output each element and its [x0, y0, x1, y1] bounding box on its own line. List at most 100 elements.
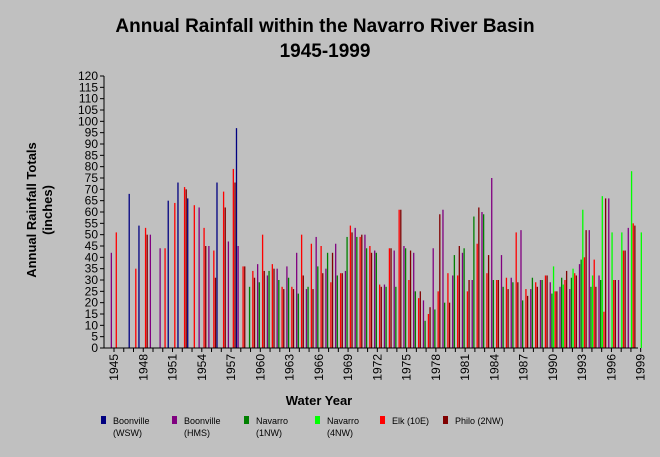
bar	[582, 209, 584, 348]
x-tick-label: 1966	[312, 354, 326, 381]
legend-label: Navarro (4NW)	[327, 416, 359, 438]
y-tick-label: 45	[85, 239, 99, 253]
bar	[591, 275, 594, 348]
y-tick-label: 65	[85, 194, 99, 208]
bar	[409, 250, 412, 348]
bar	[237, 246, 239, 348]
bar	[257, 264, 259, 348]
bar	[144, 227, 147, 348]
bar	[253, 277, 256, 348]
chart-title: Annual Rainfall within the Navarro River…	[115, 16, 534, 37]
bar	[580, 259, 582, 348]
bar	[263, 270, 265, 348]
bar	[383, 284, 386, 348]
bar	[326, 252, 329, 348]
bar	[281, 286, 283, 348]
bar	[235, 128, 238, 348]
legend-swatch	[101, 416, 106, 424]
y-tick-label: 30	[85, 273, 99, 287]
bar	[574, 273, 576, 348]
bar	[258, 282, 260, 348]
bar	[390, 248, 392, 348]
bar	[429, 307, 431, 348]
bar	[482, 214, 485, 348]
bar	[502, 286, 504, 348]
bar	[590, 286, 592, 348]
bar	[640, 232, 642, 348]
y-tick-label: 110	[79, 92, 98, 106]
bar	[621, 232, 623, 348]
x-tick-label: 1951	[166, 354, 180, 381]
bar	[370, 252, 373, 348]
x-ticks: 1945 1948 1951 1954 1957 1960 1963 1966 1969 1972…	[107, 348, 648, 381]
bar	[492, 280, 495, 348]
bar	[432, 248, 434, 348]
bar	[395, 286, 397, 348]
bar	[461, 252, 464, 348]
bar	[541, 280, 543, 348]
legend-swatch	[244, 416, 249, 424]
bar	[468, 280, 470, 348]
bar	[624, 250, 626, 348]
bar	[546, 275, 548, 348]
bar	[115, 232, 117, 348]
bar	[278, 280, 280, 348]
legend: Boonville (WSW) Boonville (HMS) Navarro (1NW)…	[101, 416, 504, 438]
x-tick-label: 1987	[517, 354, 531, 381]
bar	[481, 212, 483, 348]
bar	[193, 205, 195, 348]
bar	[559, 286, 561, 348]
bar	[315, 236, 317, 348]
bar	[466, 291, 469, 348]
x-tick-label: 1999	[634, 354, 648, 381]
y-tick-label: 105	[78, 103, 98, 117]
y-tick-label: 85	[85, 148, 99, 162]
bar	[478, 207, 480, 348]
bar	[539, 280, 542, 348]
bar	[378, 284, 381, 348]
bar	[276, 268, 278, 348]
bar	[611, 232, 613, 348]
bar	[515, 232, 517, 348]
bar	[505, 277, 508, 348]
bar	[344, 270, 347, 348]
bar	[486, 273, 488, 348]
x-tick-label: 1975	[400, 354, 414, 381]
bar	[598, 275, 600, 348]
x-tick-label: 1954	[195, 354, 209, 381]
bar	[317, 266, 319, 348]
bar	[322, 273, 324, 348]
bar	[544, 275, 547, 348]
bar	[497, 280, 499, 348]
bar	[551, 293, 553, 348]
bar	[349, 225, 352, 348]
bar	[167, 200, 169, 348]
bar	[214, 277, 217, 348]
bar	[549, 282, 551, 348]
legend-label: Boonville (HMS)	[184, 416, 221, 438]
x-tick-label: 1981	[458, 354, 472, 381]
bar	[521, 300, 524, 348]
bar	[588, 230, 590, 348]
bar	[487, 255, 490, 348]
bar	[593, 259, 595, 348]
bar	[149, 234, 152, 348]
y-tick-label: 35	[85, 262, 99, 276]
x-tick-label: 1978	[429, 354, 443, 381]
x-tick-label: 1993	[575, 354, 589, 381]
y-ticks: 0510152025303540455055606570758085909510…	[78, 69, 104, 355]
bar	[530, 289, 532, 348]
bar	[380, 286, 382, 348]
bar	[569, 289, 571, 348]
bar	[512, 282, 514, 348]
bar	[244, 266, 246, 348]
y-tick-label: 75	[85, 171, 99, 185]
bar	[164, 248, 166, 348]
bar	[138, 225, 140, 348]
bar	[536, 286, 538, 348]
bar	[271, 264, 273, 348]
y-tick-label: 50	[85, 228, 99, 242]
bar	[585, 230, 587, 348]
bar	[614, 280, 617, 348]
y-tick-label: 120	[78, 69, 98, 83]
